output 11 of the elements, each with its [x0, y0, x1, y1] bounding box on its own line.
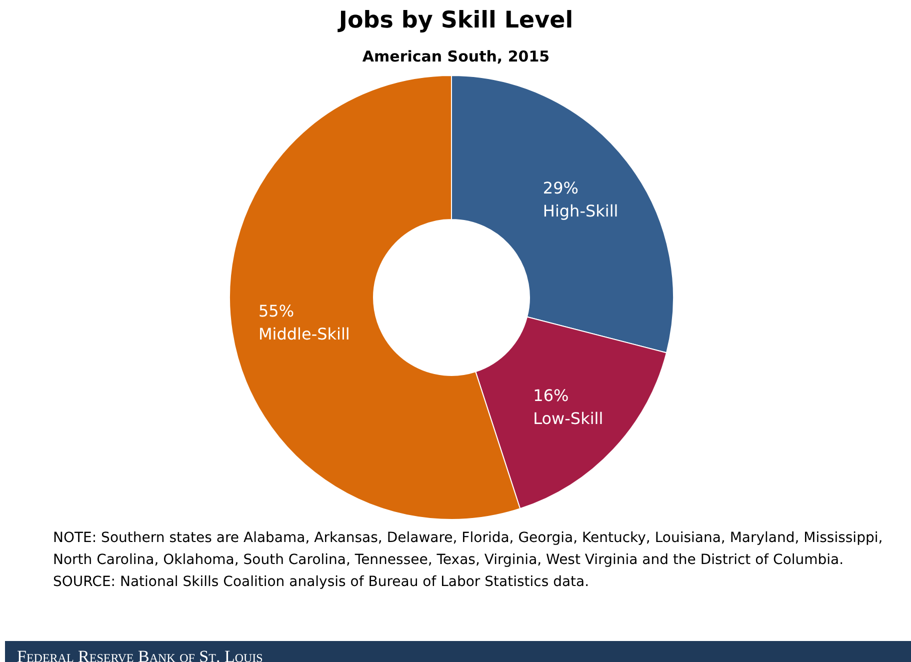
text: NOTE: Southern states are Alabama, Arkansas, Delaware, Florida, Georgia, Kentucky, Louisiana, Maryland, Mississippi, North Carolina, Oklahoma, South Carolina, Tennessee, Texas, Virginia, West Virginia and the District of Columbia.: [53, 529, 884, 570]
chart-subtitle: American South, 2015: [362, 48, 550, 66]
data-label: 16%: [533, 386, 569, 406]
data-label: 55%: [258, 302, 294, 321]
chart-title: Jobs by Skill Level: [336, 8, 574, 34]
data-label: 29%: [542, 178, 578, 198]
slice-label: High-Skill: [542, 201, 618, 220]
slice-label: Middle-Skill: [258, 324, 350, 344]
text: Federal Reserve Bank of St. Louis: [17, 646, 263, 662]
slice-label: Low-Skill: [533, 408, 604, 428]
source-note: SOURCE: National Skills Coalition analysis of Bureau of Labor Statistics data.: [53, 573, 590, 592]
